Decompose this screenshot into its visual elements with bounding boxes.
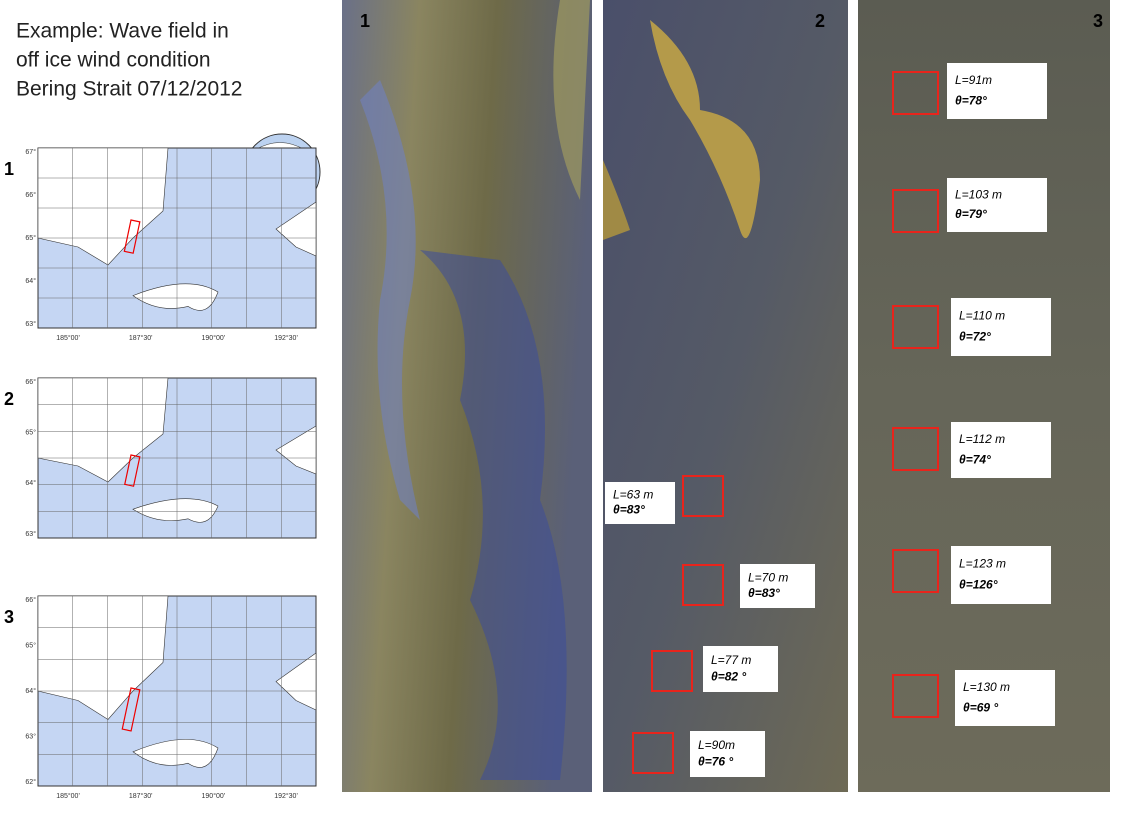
lat-label: 65° <box>25 429 36 437</box>
sar-image <box>858 0 1110 792</box>
lat-label: 64° <box>25 277 36 285</box>
wavelength: L=103 m <box>955 187 1002 201</box>
annotation-bg <box>955 670 1055 726</box>
annotation-bg <box>951 546 1051 604</box>
map-study-area <box>124 454 141 487</box>
direction: θ=79° <box>955 207 987 221</box>
measure-box <box>892 674 939 718</box>
title-line: Example: Wave field in <box>16 20 229 43</box>
panel-number: 1 <box>360 11 370 31</box>
wavelength: L=91m <box>955 73 992 87</box>
wavelength: L=130 m <box>963 680 1010 694</box>
lon-label: 190°00' <box>202 792 226 800</box>
wavelength: L=112 m <box>959 432 1005 446</box>
direction: θ=82 ° <box>711 669 746 683</box>
direction: θ=83° <box>613 503 645 517</box>
measure-box <box>892 427 939 471</box>
panel-number: 2 <box>815 11 825 31</box>
annotation-bg <box>951 298 1051 356</box>
measure-box <box>892 549 939 593</box>
lon-label: 192°30' <box>274 334 298 342</box>
lat-label: 66° <box>25 596 36 604</box>
lon-label: 185°00' <box>56 792 80 800</box>
annotation-bg <box>703 646 778 692</box>
lat-label: 66° <box>25 191 36 199</box>
direction: θ=72° <box>959 330 991 344</box>
map-number: 3 <box>4 607 14 627</box>
direction: θ=69 ° <box>963 700 998 714</box>
measure-box <box>892 71 939 115</box>
lat-label: 63° <box>25 530 36 538</box>
annotation-bg <box>690 731 765 777</box>
lon-label: 190°00' <box>202 334 226 342</box>
panel-number: 3 <box>1093 11 1103 31</box>
map-land <box>37 147 169 266</box>
wavelength: L=110 m <box>959 309 1005 323</box>
lat-label: 65° <box>25 234 36 242</box>
measure-box <box>892 189 939 233</box>
lon-label: 187°30' <box>129 334 153 342</box>
lon-label: 187°30' <box>129 792 153 800</box>
map-island <box>132 739 219 768</box>
lat-label: 64° <box>25 687 36 695</box>
title-line: Bering Strait 07/12/2012 <box>16 78 243 101</box>
annotation-bg <box>951 422 1051 478</box>
direction: θ=76 ° <box>698 754 733 768</box>
lat-label: 65° <box>25 641 36 649</box>
lat-label: 66° <box>25 378 36 386</box>
wavelength: L=63 m <box>613 488 653 502</box>
wavelength: L=70 m <box>748 570 788 584</box>
lon-label: 185°00' <box>56 334 80 342</box>
title: Example: Wave field in off ice wind cond… <box>16 20 243 101</box>
map-study-area <box>121 687 141 732</box>
lat-label: 63° <box>25 320 36 328</box>
annotation-bg <box>947 63 1047 119</box>
lat-label: 62° <box>25 778 36 786</box>
direction: θ=126° <box>959 578 998 592</box>
annotation-bg <box>740 564 815 608</box>
measure-box <box>632 732 674 774</box>
wavelength: L=123 m <box>959 557 1006 571</box>
measure-box <box>651 650 693 692</box>
map-number: 1 <box>4 159 14 179</box>
title-line: off ice wind condition <box>16 49 211 72</box>
measure-box <box>892 305 939 349</box>
map-study-area <box>123 219 141 254</box>
direction: θ=83° <box>748 586 780 600</box>
wavelength: L=77 m <box>711 653 751 667</box>
lat-label: 67° <box>25 148 36 156</box>
measure-box <box>682 475 724 517</box>
lon-label: 192°30' <box>274 792 298 800</box>
map-island <box>132 283 219 311</box>
measure-box <box>682 564 724 606</box>
annotation-bg <box>947 178 1047 232</box>
map-number: 2 <box>4 389 14 409</box>
lat-label: 63° <box>25 732 36 740</box>
direction: θ=78° <box>955 93 987 107</box>
annotation-bg <box>605 482 675 524</box>
map-island <box>132 498 219 523</box>
wavelength: L=90m <box>698 738 735 752</box>
direction: θ=74° <box>959 452 991 466</box>
lat-label: 64° <box>25 479 36 487</box>
